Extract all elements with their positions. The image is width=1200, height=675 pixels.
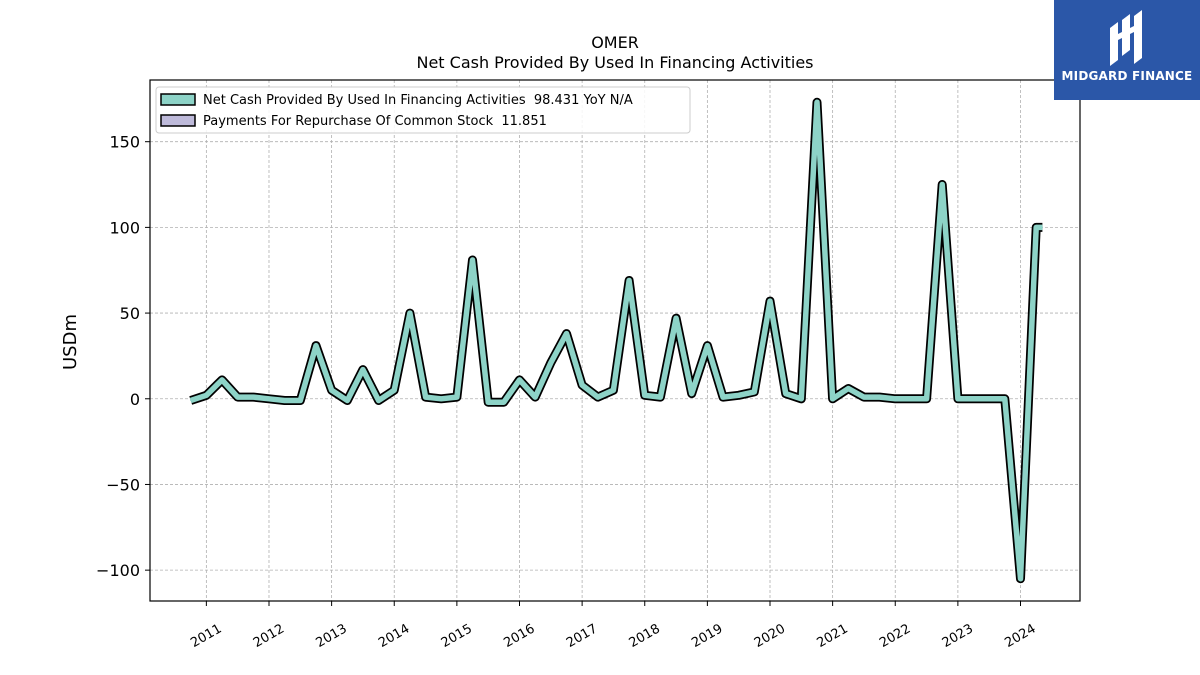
data-point — [925, 398, 928, 400]
data-point — [503, 401, 505, 403]
data-point — [362, 369, 364, 371]
data-point — [910, 398, 912, 400]
data-point — [753, 391, 755, 393]
x-tick-label: 2012 — [251, 621, 287, 651]
data-point — [518, 379, 521, 381]
data-point — [972, 398, 975, 400]
x-tick-label: 2016 — [501, 621, 537, 651]
data-point — [878, 396, 881, 398]
data-point — [691, 393, 693, 395]
y-tick-label: −50 — [106, 475, 140, 494]
data-point — [315, 345, 317, 347]
legend-label-repurchase: Payments For Repurchase Of Common Stock … — [203, 114, 547, 129]
grid-lines — [150, 80, 1080, 601]
legend-swatch-net-cash — [160, 93, 196, 106]
data-point — [205, 394, 207, 396]
x-tick-label: 2020 — [752, 621, 788, 651]
y-tick-label: 150 — [109, 133, 140, 152]
data-point — [221, 379, 223, 381]
data-point — [237, 396, 239, 398]
data-point — [471, 259, 474, 261]
chart-title: OMER — [591, 33, 639, 52]
data-point — [534, 396, 536, 398]
data-point — [393, 389, 395, 391]
data-point — [738, 394, 740, 396]
data-point — [722, 396, 724, 398]
data-point — [346, 399, 348, 402]
brand-logo: MIDGARD FINANCE — [1054, 0, 1200, 100]
data-point — [769, 300, 771, 302]
data-point — [1004, 398, 1006, 400]
x-tick-label: 2013 — [313, 621, 349, 651]
midgard-m-logo-icon — [1110, 10, 1142, 66]
x-tick-label: 2021 — [814, 621, 850, 651]
data-point — [597, 396, 599, 398]
data-point — [440, 398, 442, 400]
data-point — [377, 399, 380, 402]
series-line — [189, 99, 1043, 582]
x-tick-label: 2023 — [940, 621, 976, 651]
data-point — [957, 398, 959, 400]
data-point — [847, 387, 849, 390]
data-point — [832, 398, 834, 400]
data-point — [424, 396, 427, 398]
x-tick-label: 2019 — [689, 621, 725, 651]
data-point — [409, 312, 411, 314]
data-point — [988, 398, 990, 400]
data-point — [550, 362, 552, 364]
series-layer — [189, 97, 1044, 584]
data-point — [1019, 578, 1022, 580]
data-point — [863, 396, 865, 398]
data-point — [1041, 226, 1044, 228]
y-axis-label: USDm — [60, 314, 81, 370]
data-point — [800, 398, 802, 400]
x-tick-label: 2022 — [877, 621, 913, 651]
x-axis: 2011 2012 2013 2014 2015 2016 2017 2018 2019 2020… — [188, 601, 1039, 651]
y-tick-label: −100 — [96, 561, 140, 580]
data-point — [816, 101, 818, 103]
plot-frame — [149, 79, 1081, 602]
data-point — [331, 389, 333, 391]
y-tick-label: 50 — [120, 304, 140, 323]
y-tick-label: 0 — [130, 390, 140, 409]
x-tick-label: 2018 — [627, 621, 663, 651]
brand-name: MIDGARD FINANCE — [1061, 69, 1193, 83]
data-point — [644, 394, 646, 396]
data-point — [675, 317, 677, 319]
x-tick-label: 2017 — [564, 621, 600, 651]
y-axis: −100 −50 0 50 100 150 — [96, 133, 150, 580]
data-point — [487, 401, 489, 403]
data-point — [581, 384, 583, 386]
data-point — [299, 399, 301, 402]
series-outline — [189, 97, 1043, 584]
chart-subtitle: Net Cash Provided By Used In Financing A… — [416, 53, 813, 72]
data-point — [706, 345, 708, 347]
legend-swatch-repurchase — [160, 114, 196, 127]
data-point — [252, 396, 254, 398]
legend-label-net-cash: Net Cash Provided By Used In Financing A… — [203, 93, 633, 108]
data-point — [612, 389, 615, 391]
x-tick-label: 2024 — [1002, 621, 1038, 651]
data-point — [190, 399, 192, 402]
data-point — [785, 393, 787, 395]
data-point — [284, 399, 286, 402]
data-point — [941, 183, 943, 186]
data-point — [268, 398, 270, 400]
data-point — [659, 396, 662, 398]
x-tick-label: 2011 — [188, 621, 224, 651]
data-point — [894, 398, 896, 400]
x-tick-label: 2015 — [439, 621, 475, 651]
y-tick-label: 100 — [109, 218, 140, 237]
x-tick-label: 2014 — [376, 621, 412, 651]
legend-box — [155, 86, 691, 134]
data-point — [1035, 226, 1037, 228]
legend: Net Cash Provided By Used In Financing A… — [155, 86, 691, 134]
data-point — [628, 279, 630, 282]
data-point — [456, 396, 458, 398]
data-point — [565, 333, 568, 335]
